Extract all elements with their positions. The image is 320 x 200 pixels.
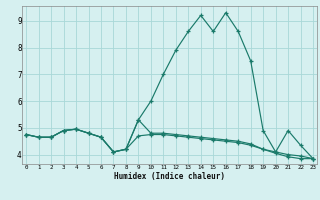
- X-axis label: Humidex (Indice chaleur): Humidex (Indice chaleur): [114, 172, 225, 181]
